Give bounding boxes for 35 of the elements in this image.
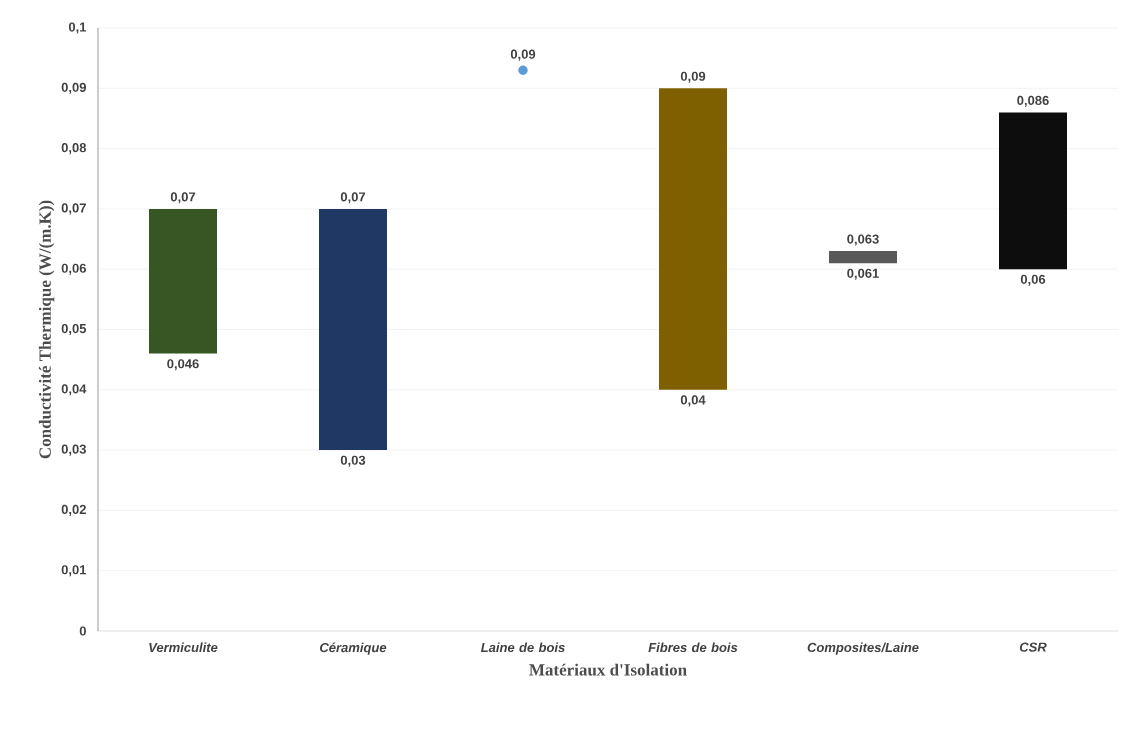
y-tick-label: 0,07	[61, 203, 86, 215]
annotation: 0,063	[847, 234, 879, 246]
y-tick-label: 0,09	[61, 82, 86, 94]
annotation: 0,09	[680, 71, 706, 83]
annotation: 0,03	[340, 455, 366, 467]
y-tick-label: 0,05	[61, 323, 87, 336]
x-tick-label: Composites/Laine	[807, 642, 919, 655]
x-tick-label: CSR	[1019, 642, 1047, 652]
y-tick-label: 0,08	[61, 143, 87, 155]
y-tick-label: 0,02	[61, 504, 86, 516]
annotation: 0,07	[340, 192, 366, 204]
y-tick-label: 0,06	[61, 263, 86, 275]
bar	[659, 88, 727, 390]
y-tick-label: 0	[79, 626, 86, 636]
annotation: 0,046	[167, 359, 199, 371]
bar	[319, 208, 387, 451]
y-tick-label: 0,03	[61, 444, 86, 456]
annotation: 0,04	[680, 395, 706, 407]
x-tick-label: Fibres de bois	[648, 642, 738, 653]
bar	[829, 251, 897, 264]
y-tick-label: 0,1	[68, 22, 87, 34]
y-axis-title: Conductivité Thermique (W/(m.K))	[38, 200, 55, 459]
annotation: 0,061	[847, 268, 879, 280]
annotation: 0,06	[1020, 274, 1046, 286]
bar	[149, 208, 217, 354]
y-tick-label: 0,04	[61, 384, 87, 396]
x-tick-label: Vermiculite	[149, 642, 218, 653]
annotation: 0,086	[1017, 95, 1049, 107]
x-axis-title: Matériaux d'Isolation	[529, 663, 687, 676]
annotation: 0,09	[510, 49, 536, 61]
bar	[999, 112, 1067, 270]
y-tick-label: 0,01	[61, 565, 87, 577]
x-tick-label: Céramique	[320, 642, 387, 655]
annotation: 0,07	[170, 192, 196, 204]
x-tick-label: Laine de bois	[480, 642, 565, 653]
